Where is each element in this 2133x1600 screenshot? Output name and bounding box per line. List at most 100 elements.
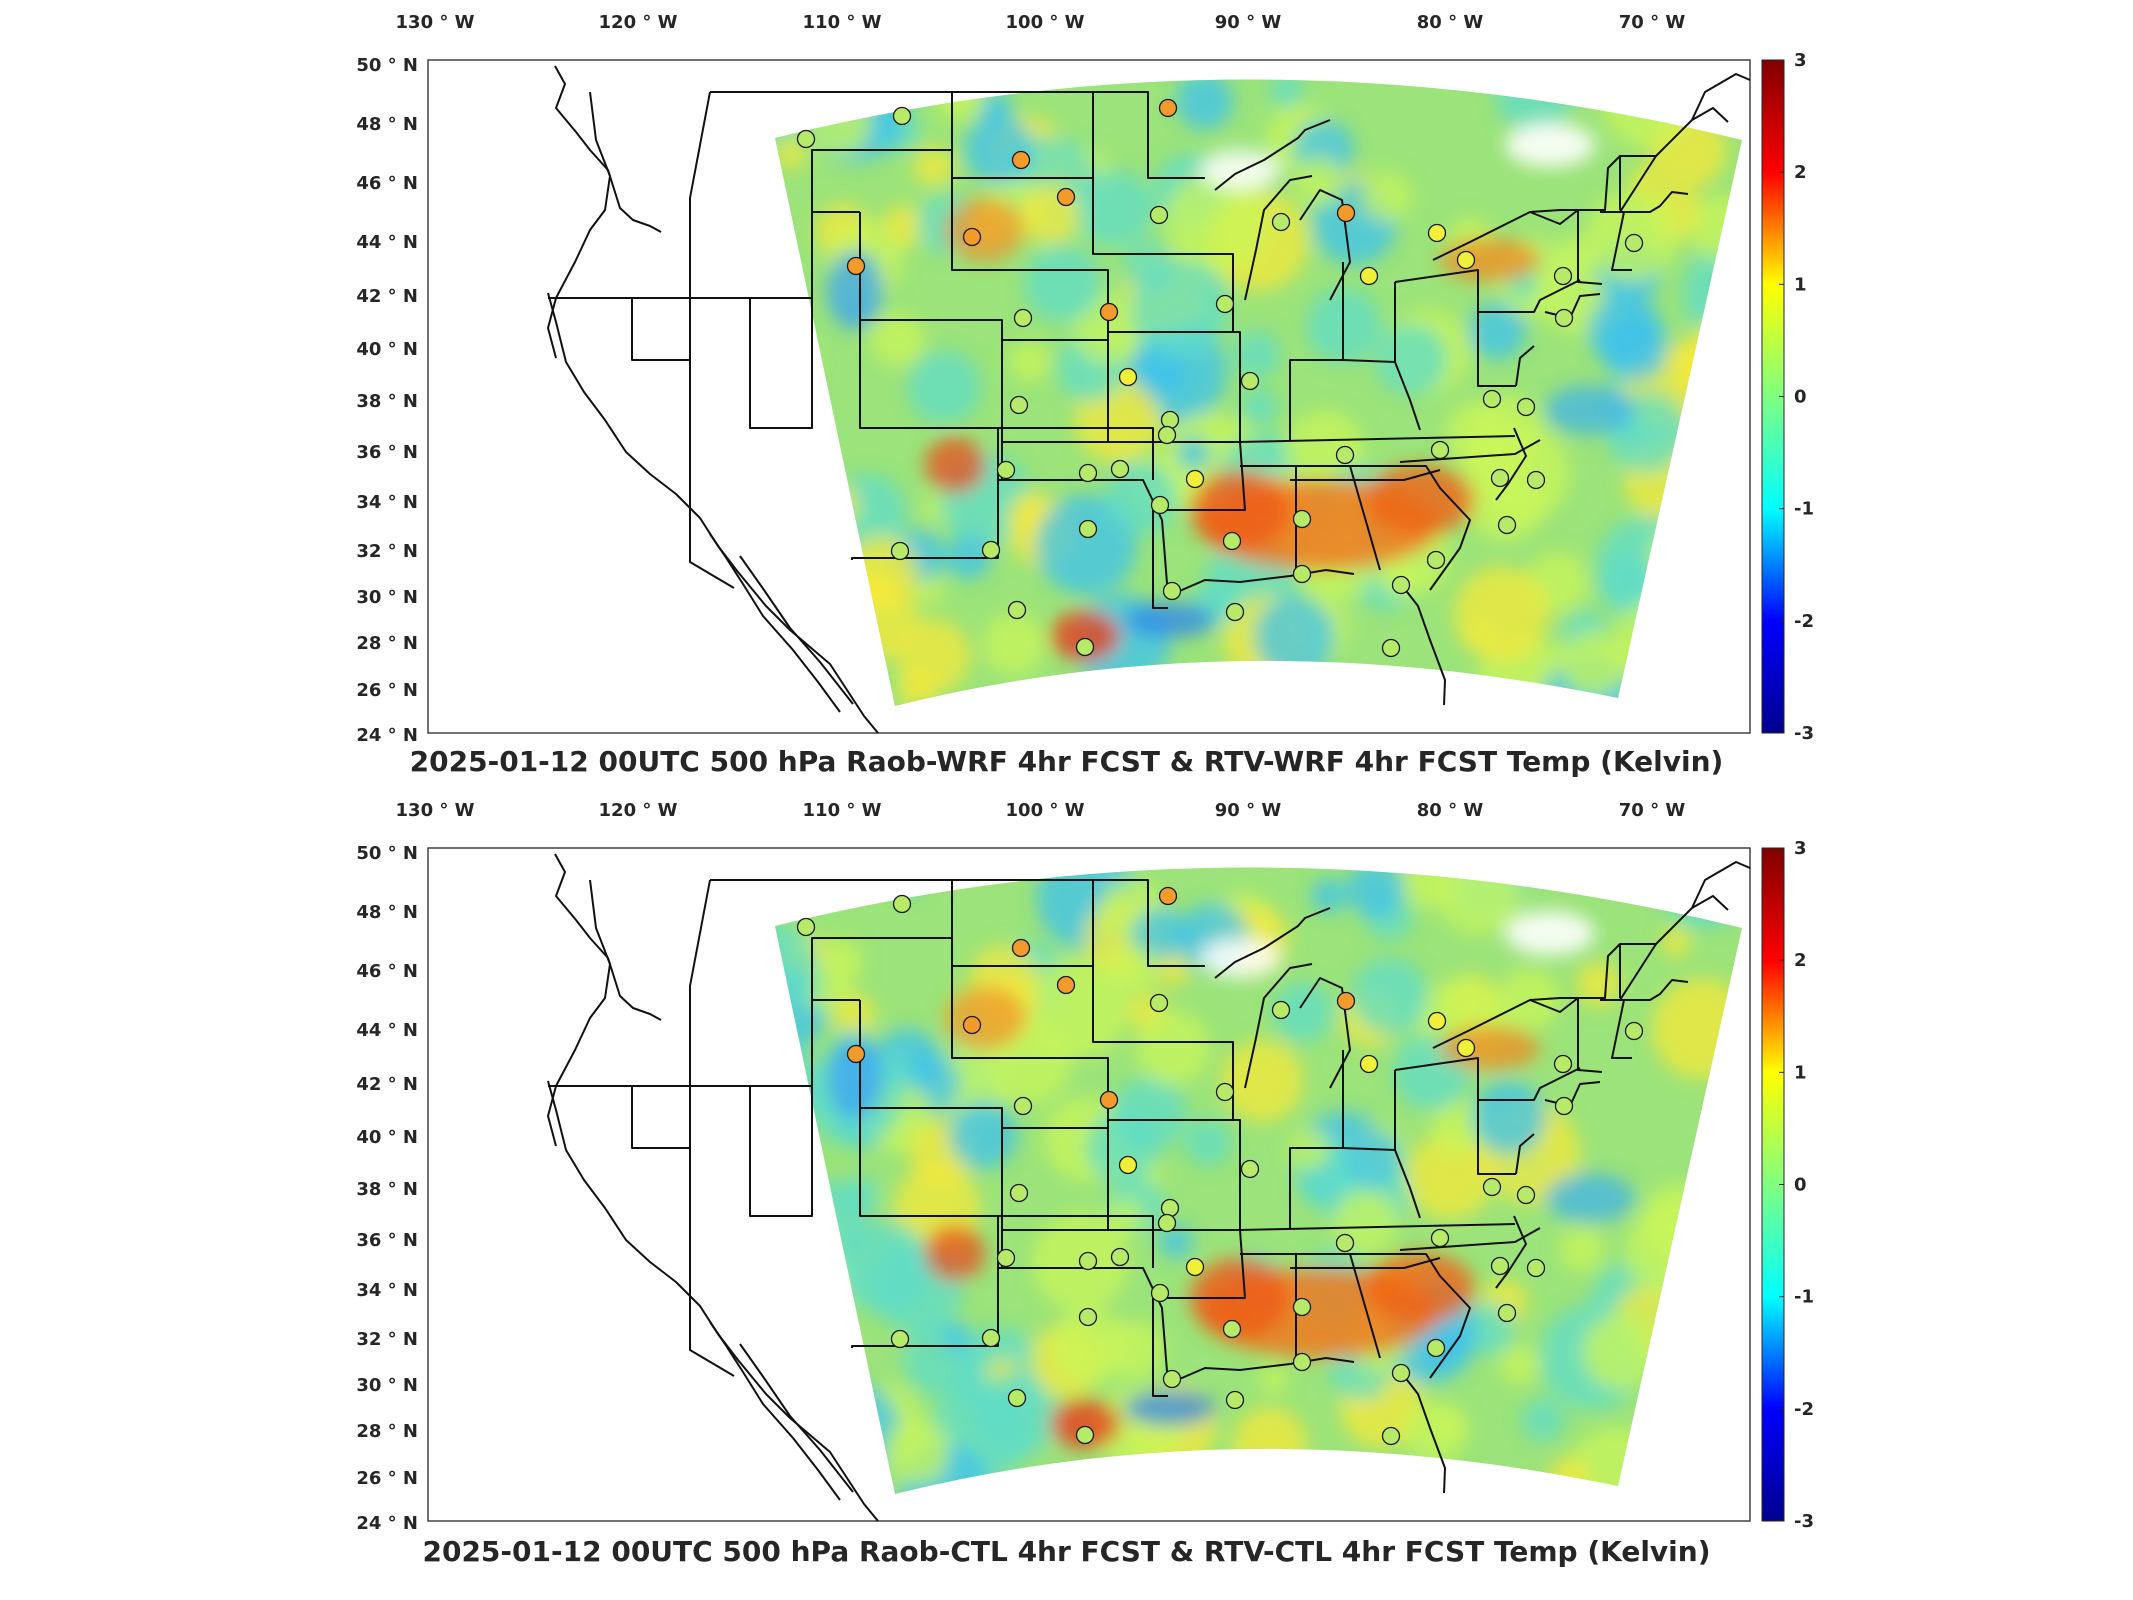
- raob-station-marker: [890, 1329, 910, 1349]
- raob-station-marker: [1456, 250, 1476, 270]
- raob-station-marker: [1391, 575, 1411, 595]
- raob-station-marker: [1118, 367, 1138, 387]
- raob-station-marker: [1482, 1177, 1502, 1197]
- longitude-tick-label: 90 ° W: [1215, 12, 1282, 33]
- latitude-tick-label: 42 ° N: [356, 286, 418, 307]
- top-map-panel: 130 ° W 120 ° W 110 ° W 100 ° W 90 ° W 80 ° W…: [356, 12, 1814, 778]
- colorbar-tick-label: 1: [1794, 1062, 1807, 1083]
- raob-station-marker: [1009, 1183, 1029, 1203]
- raob-station-marker: [1225, 1390, 1245, 1410]
- latitude-tick-label: 24 ° N: [356, 1513, 418, 1534]
- raob-station-marker: [962, 1015, 982, 1035]
- bottom-map-panel: 130 ° W 120 ° W 110 ° W 100 ° W 90 ° W 80 ° W…: [0, 788, 2133, 1588]
- latitude-tick-label: 44 ° N: [356, 232, 418, 253]
- raob-station-marker: [1526, 1258, 1546, 1278]
- raob-station-marker: [1554, 308, 1574, 328]
- colorbar-tick-label: -3: [1794, 723, 1814, 744]
- raob-station-marker: [1007, 1388, 1027, 1408]
- raob-station-marker: [1118, 1155, 1138, 1175]
- raob-station-marker: [1335, 1233, 1355, 1253]
- colorbar-tick-label: 1: [1794, 274, 1807, 295]
- latitude-tick-label: 34 ° N: [356, 1280, 418, 1301]
- raob-station-marker: [1292, 509, 1312, 529]
- latitude-tick-label: 28 ° N: [356, 1421, 418, 1442]
- raob-stations: [796, 886, 1644, 1446]
- raob-station-marker: [1150, 495, 1170, 515]
- raob-station-marker: [981, 1328, 1001, 1348]
- colorbar-tick-label: 0: [1794, 1175, 1807, 1196]
- latitude-tick-label: 32 ° N: [356, 1329, 418, 1350]
- colorbar-tick-label: 2: [1794, 162, 1807, 183]
- raob-station-marker: [1624, 1021, 1644, 1041]
- raob-station-marker: [1359, 266, 1379, 286]
- longitude-tick-label: 90 ° W: [1215, 800, 1282, 821]
- latitude-tick-label: 46 ° N: [356, 961, 418, 982]
- latitude-tick-label: 40 ° N: [356, 1127, 418, 1148]
- raob-station-marker: [1007, 600, 1027, 620]
- raob-station-marker: [1490, 468, 1510, 488]
- longitude-tick-label: 100 ° W: [1006, 800, 1085, 821]
- raob-station-marker: [1271, 212, 1291, 232]
- raob-station-marker: [1157, 425, 1177, 445]
- colorbar-tick-label: -1: [1794, 499, 1814, 520]
- longitude-tick-label: 70 ° W: [1619, 800, 1686, 821]
- latitude-tick-label: 34 ° N: [356, 492, 418, 513]
- raob-station-marker: [1078, 1307, 1098, 1327]
- raob-station-marker: [1009, 395, 1029, 415]
- latitude-tick-label: 38 ° N: [356, 391, 418, 412]
- state-boundaries: [547, 65, 1751, 734]
- raob-station-marker: [1381, 638, 1401, 658]
- colorbar-tick-label: -2: [1794, 1399, 1814, 1420]
- raob-station-marker: [796, 917, 816, 937]
- raob-station-marker: [1185, 1257, 1205, 1277]
- longitude-tick-label: 120 ° W: [599, 12, 678, 33]
- raob-station-marker: [846, 256, 866, 276]
- raob-station-marker: [1426, 1338, 1446, 1358]
- raob-station-marker: [1430, 1228, 1450, 1248]
- colorbar-tick-label: 2: [1794, 950, 1807, 971]
- raob-station-marker: [1099, 1090, 1119, 1110]
- raob-station-marker: [1292, 1352, 1312, 1372]
- raob-station-marker: [1078, 519, 1098, 539]
- raob-station-marker: [1335, 445, 1355, 465]
- latitude-tick-label: 50 ° N: [356, 55, 418, 76]
- raob-station-marker: [1292, 564, 1312, 584]
- raob-station-marker: [846, 1044, 866, 1064]
- raob-station-marker: [962, 227, 982, 247]
- raob-station-marker: [981, 540, 1001, 560]
- raob-station-marker: [1185, 469, 1205, 489]
- raob-station-marker: [1215, 1082, 1235, 1102]
- raob-station-marker: [1158, 98, 1178, 118]
- latitude-tick-label: 42 ° N: [356, 1074, 418, 1095]
- latitude-tick-label: 28 ° N: [356, 633, 418, 654]
- raob-station-marker: [1110, 1247, 1130, 1267]
- raob-station-marker: [890, 541, 910, 561]
- raob-station-marker: [1427, 1011, 1447, 1031]
- raob-station-marker: [1497, 1303, 1517, 1323]
- raob-station-marker: [1222, 531, 1242, 551]
- raob-station-marker: [1336, 991, 1356, 1011]
- raob-station-marker: [1497, 515, 1517, 535]
- raob-station-marker: [892, 894, 912, 914]
- raob-station-marker: [1490, 1256, 1510, 1276]
- raob-station-marker: [1526, 470, 1546, 490]
- raob-station-marker: [1160, 410, 1180, 430]
- raob-station-marker: [1222, 1319, 1242, 1339]
- raob-station-marker: [1056, 187, 1076, 207]
- raob-station-marker: [1013, 1096, 1033, 1116]
- longitude-tick-label: 100 ° W: [1006, 12, 1085, 33]
- latitude-tick-label: 24 ° N: [356, 725, 418, 746]
- longitude-tick-label: 70 ° W: [1619, 12, 1686, 33]
- latitude-tick-label: 26 ° N: [356, 680, 418, 701]
- raob-station-marker: [1292, 1297, 1312, 1317]
- raob-station-marker: [1553, 1054, 1573, 1074]
- raob-station-marker: [1075, 637, 1095, 657]
- longitude-tick-label: 120 ° W: [599, 800, 678, 821]
- raob-station-marker: [1011, 938, 1031, 958]
- latitude-tick-label: 30 ° N: [356, 587, 418, 608]
- raob-station-marker: [1624, 233, 1644, 253]
- raob-station-marker: [1215, 294, 1235, 314]
- raob-station-marker: [996, 1248, 1016, 1268]
- raob-station-marker: [1149, 993, 1169, 1013]
- raob-station-marker: [1553, 266, 1573, 286]
